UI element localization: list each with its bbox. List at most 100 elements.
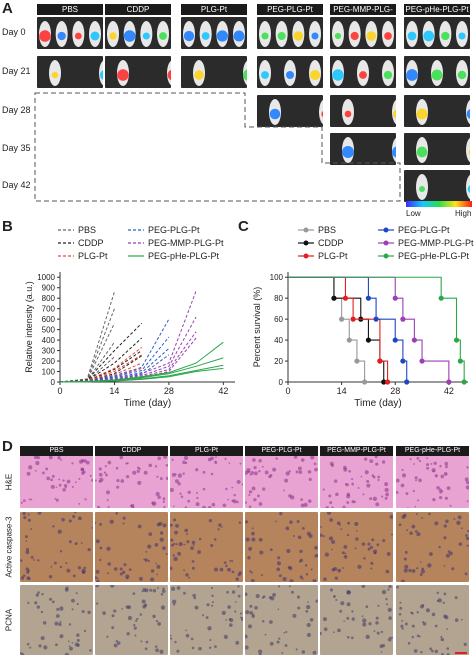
chart-c-point — [461, 379, 467, 385]
chart-c-y-tick-label: 40 — [274, 336, 283, 345]
chart-b-y-tick-label: 300 — [42, 347, 56, 356]
imaging-group-header: PBS — [37, 4, 103, 15]
chart-b-series-line — [59, 336, 170, 383]
chart-c-survival-line — [288, 276, 385, 382]
histology-group-header: CDDP — [95, 446, 168, 456]
chart-c-survival-line — [288, 276, 450, 382]
chart-b-legend-label: PBS — [78, 225, 96, 235]
histology-cell — [20, 512, 93, 582]
imaging-group-header: PLG-Pt — [181, 4, 247, 15]
chart-c-x-tick-label: 0 — [285, 386, 290, 396]
histology-group-header: PEG-MMP-PLG-Pt — [320, 446, 393, 456]
panel-label-b: B — [2, 218, 13, 235]
imaging-cell — [404, 95, 470, 127]
imaging-group-header: CDDP — [105, 4, 171, 15]
chart-c-point — [381, 379, 387, 385]
histology-cell — [170, 456, 243, 508]
chart-c-point — [373, 316, 379, 322]
chart-b-y-label: Relative intensity (a.u.) — [24, 281, 34, 373]
imaging-group-header: PEG-pHe-PLG-Pt — [404, 4, 470, 15]
imaging-day-label: Day 21 — [2, 66, 31, 76]
histology-cell — [245, 585, 318, 655]
chart-b-legend-label: CDDP — [78, 238, 104, 248]
histology-cell — [95, 512, 168, 582]
histology-row-label: H&E — [4, 473, 14, 491]
chart-c-survival-line — [288, 276, 389, 382]
chart-c-point — [392, 295, 398, 301]
imaging-day-label: Day 35 — [2, 143, 31, 153]
imaging-day-label: Day 0 — [2, 27, 26, 37]
chart-c-point — [339, 316, 345, 322]
chart-c-survival-line — [288, 276, 408, 382]
chart-c-x-label: Time (day) — [354, 398, 401, 409]
chart-c-y-label: Percent survival (%) — [252, 287, 262, 368]
chart-c-point — [346, 337, 352, 343]
chart-b-x-tick-label: 28 — [164, 386, 174, 396]
chart-c-point — [446, 379, 452, 385]
chart-b-legend-label: PLG-Pt — [78, 251, 108, 261]
imaging-cell — [37, 56, 103, 88]
chart-c-x-tick-label: 28 — [390, 386, 400, 396]
histology-cell — [245, 456, 318, 508]
imaging-day-label: Day 28 — [2, 105, 31, 115]
chart-c-point — [419, 358, 425, 364]
histology-cell — [396, 512, 469, 582]
histology-cell — [170, 585, 243, 655]
chart-b-y-tick-label: 0 — [51, 378, 56, 387]
histology-cell — [170, 512, 243, 582]
histology-cell — [320, 456, 393, 508]
panel-label-d: D — [2, 438, 13, 455]
chart-b-y-tick-label: 800 — [42, 294, 56, 303]
chart-c-legend-label: PEG-MMP-PLG-Pt — [398, 238, 474, 248]
histology-cell — [320, 512, 393, 582]
chart-c-y-tick-label: 0 — [279, 378, 284, 387]
chart-c-point — [457, 358, 463, 364]
chart-c-point — [350, 316, 356, 322]
chart-b-series-line — [59, 354, 142, 383]
chart-b-y-tick-label: 600 — [42, 315, 56, 324]
imaging-cell — [404, 56, 470, 88]
chart-c-x-tick-label: 14 — [337, 386, 347, 396]
chart-b-x-label: Time (day) — [124, 398, 171, 409]
chart-b-y-tick-label: 400 — [42, 336, 56, 345]
chart-b-y-tick-label: 200 — [42, 357, 56, 366]
chart-c-point — [400, 316, 406, 322]
chart-b-series-line — [59, 348, 170, 383]
chart-c-legend-marker — [303, 240, 309, 246]
histology-group-header: PEG-PLG-Pt — [245, 446, 318, 456]
histology-group-header: PBS — [20, 446, 93, 456]
chart-b-series-line — [59, 308, 115, 383]
histology-cell — [396, 456, 469, 508]
chart-c-point — [365, 337, 372, 343]
chart-b-y-tick-label: 100 — [42, 368, 56, 377]
chart-c-point — [354, 358, 360, 364]
panel-label-c: C — [238, 218, 249, 235]
colorbar-high-label: High — [455, 209, 472, 218]
chart-c-point — [365, 295, 372, 301]
chart-b-series-line — [59, 355, 142, 383]
chart-b-y-tick-label: 500 — [42, 326, 56, 335]
imaging-cell — [404, 133, 470, 165]
histology-cell — [245, 512, 318, 582]
chart-b-x-tick-label: 42 — [218, 386, 228, 396]
chart-b-y-tick-label: 1000 — [37, 273, 55, 282]
chart-c-legend-marker — [383, 227, 389, 233]
imaging-cell — [105, 56, 171, 88]
chart-c-legend-marker — [383, 240, 389, 246]
chart-c-legend-label: PBS — [318, 225, 336, 235]
chart-b-series-line — [59, 367, 224, 383]
chart-c-legend-label: CDDP — [318, 238, 344, 248]
chart-c-point — [361, 379, 368, 385]
histology-cell — [95, 456, 168, 508]
chart-b-legend-label: PEG-PLG-Pt — [148, 225, 200, 235]
chart-b-series-line — [59, 322, 143, 383]
chart-c-point — [438, 295, 444, 301]
imaging-cell — [404, 170, 470, 202]
imaging-cell — [404, 17, 470, 49]
histology-cell — [20, 456, 93, 508]
imaging-group-header: PEG-PLG-Pt — [257, 4, 323, 15]
histology-cell — [95, 585, 168, 655]
histology-cell — [20, 585, 93, 655]
chart-c-legend-label: PEG-PLG-Pt — [398, 225, 450, 235]
